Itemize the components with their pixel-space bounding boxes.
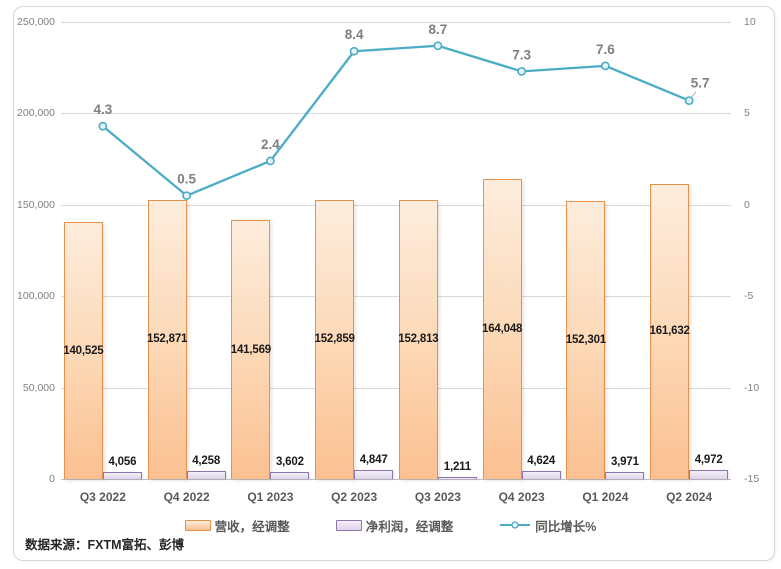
x-axis-tick: Q4 2022 bbox=[163, 490, 210, 504]
left-axis-tick: 50,000 bbox=[22, 381, 55, 394]
profit-value-label: 4,624 bbox=[527, 454, 556, 467]
left-axis-tick: 0 bbox=[49, 473, 55, 485]
profit-value-label: 1,211 bbox=[443, 460, 471, 473]
profit-bar bbox=[437, 476, 477, 479]
legend-label-revenue: 营收，经调整 bbox=[214, 519, 290, 534]
grid-line bbox=[61, 113, 731, 115]
left-axis-tick: 100,000 bbox=[17, 290, 55, 303]
revenue-value-label: 152,871 bbox=[147, 333, 188, 346]
x-axis-tick: Q3 2023 bbox=[414, 490, 461, 504]
profit-bar bbox=[270, 472, 310, 479]
profit-value-label: 4,258 bbox=[192, 455, 221, 468]
right-axis-tick: -5 bbox=[744, 290, 754, 303]
revenue-bar bbox=[147, 199, 187, 479]
revenue-value-label: 161,632 bbox=[649, 325, 690, 338]
profit-value-label: 3,602 bbox=[275, 456, 304, 469]
right-axis-tick: 0 bbox=[744, 198, 750, 211]
right-axis-tick: -15 bbox=[744, 473, 760, 485]
right-axis-tick: -10 bbox=[744, 381, 760, 394]
chart-legend: 营收，经调整 净利润，经调整 同比增长% bbox=[0, 514, 781, 536]
left-axis-tick: 200,000 bbox=[17, 107, 55, 120]
legend-item-growth: 同比增长% bbox=[499, 516, 596, 535]
revenue-bar bbox=[63, 222, 103, 479]
x-axis-line bbox=[61, 479, 731, 480]
grid-line bbox=[61, 296, 731, 298]
source-note: 数据来源：FXTM富拓、彭博 bbox=[25, 538, 185, 552]
legend-item-profit: 净利润，经调整 bbox=[335, 516, 454, 535]
revenue-bar bbox=[315, 199, 355, 479]
grid-line bbox=[61, 22, 731, 23]
grid-line bbox=[61, 204, 731, 206]
profit-value-label: 4,972 bbox=[694, 453, 723, 466]
revenue-bar-swatch-icon bbox=[184, 519, 211, 531]
x-axis-tick: Q1 2023 bbox=[247, 490, 294, 504]
x-axis-tick: Q2 2024 bbox=[666, 490, 713, 504]
revenue-bar bbox=[566, 200, 606, 479]
x-axis-tick: Q2 2023 bbox=[331, 490, 378, 504]
growth-line-swatch-icon bbox=[500, 521, 531, 529]
revenue-bar bbox=[482, 179, 522, 479]
revenue-value-label: 164,048 bbox=[482, 323, 523, 336]
profit-bar bbox=[689, 469, 729, 479]
revenue-bar bbox=[398, 199, 438, 479]
left-axis-tick: 250,000 bbox=[17, 16, 55, 28]
revenue-value-label: 152,813 bbox=[398, 333, 439, 346]
revenue-value-label: 152,301 bbox=[565, 333, 606, 346]
left-axis-tick: 150,000 bbox=[17, 198, 55, 211]
profit-value-label: 3,971 bbox=[610, 455, 639, 468]
profit-bar-swatch-icon bbox=[335, 519, 362, 531]
legend-item-revenue: 营收，经调整 bbox=[184, 516, 290, 535]
profit-value-label: 4,056 bbox=[108, 455, 137, 468]
revenue-value-label: 152,859 bbox=[314, 333, 355, 346]
profit-value-label: 4,847 bbox=[359, 454, 388, 467]
x-axis-tick: Q4 2023 bbox=[498, 490, 545, 504]
profit-bar bbox=[521, 470, 561, 479]
revenue-bar bbox=[231, 220, 271, 479]
profit-bar bbox=[102, 471, 142, 479]
legend-label-profit: 净利润，经调整 bbox=[365, 519, 454, 534]
x-axis-tick: Q1 2024 bbox=[582, 490, 629, 504]
legend-label-growth: 同比增长% bbox=[535, 519, 597, 534]
revenue-value-label: 140,525 bbox=[63, 344, 104, 357]
right-axis-tick: 5 bbox=[744, 107, 750, 120]
revenue-value-label: 141,569 bbox=[230, 343, 271, 356]
profit-bar bbox=[186, 471, 226, 479]
grid-line bbox=[61, 387, 731, 389]
profit-bar bbox=[354, 470, 394, 479]
right-axis-tick: 10 bbox=[744, 16, 756, 28]
x-axis-tick: Q3 2022 bbox=[79, 490, 126, 504]
revenue-bar bbox=[650, 183, 690, 479]
profit-bar bbox=[605, 471, 645, 479]
